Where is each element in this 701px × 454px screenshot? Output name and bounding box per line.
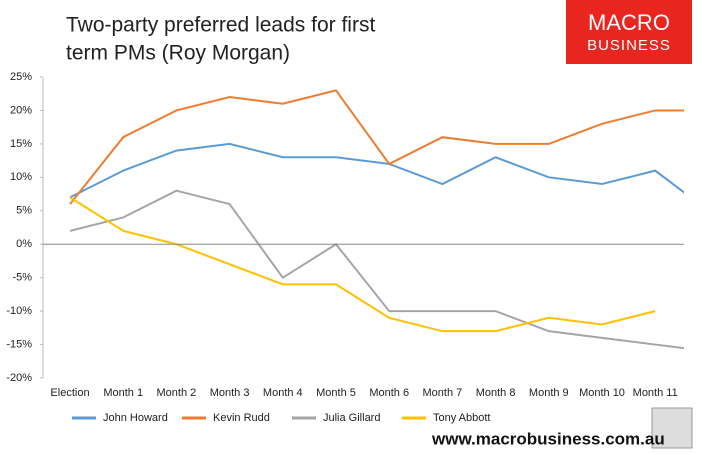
x-tick-label: Month 1 <box>103 387 143 399</box>
x-tick-label: Month 4 <box>263 387 303 399</box>
y-tick-label: 25% <box>10 71 32 83</box>
legend-label: Julia Gillard <box>323 412 380 424</box>
y-tick-label: 10% <box>10 171 32 183</box>
legend-label: John Howard <box>103 412 168 424</box>
series-line <box>69 142 684 199</box>
y-tick-label: -15% <box>6 338 32 350</box>
x-tick-label: Month 8 <box>476 387 516 399</box>
series-line <box>69 189 684 350</box>
x-tick-label: Month 9 <box>529 387 569 399</box>
chart-title: Two-party preferred leads for first <box>66 14 375 37</box>
x-tick-label: Month 2 <box>157 387 197 399</box>
legend-label: Kevin Rudd <box>213 412 270 424</box>
y-tick-label: 20% <box>10 104 32 116</box>
x-tick-label: Month 7 <box>423 387 463 399</box>
x-tick-label: Month 5 <box>316 387 356 399</box>
series-line <box>69 196 656 333</box>
x-tick-label: Month 10 <box>579 387 625 399</box>
y-tick-label: 0% <box>16 238 32 250</box>
logo-text: BUSINESS <box>587 37 671 54</box>
logo-icon <box>651 407 693 449</box>
footer: www.macrobusiness.com.au <box>431 429 665 448</box>
logo-text: MACRO <box>588 10 670 35</box>
x-tick-label: Election <box>50 387 89 399</box>
y-tick-label: -10% <box>6 305 32 317</box>
series-line <box>69 89 684 205</box>
chart-title: term PMs (Roy Morgan) <box>66 42 290 65</box>
x-tick-label: Month 11 <box>633 387 678 399</box>
plot <box>69 89 684 350</box>
y-tick-label: -5% <box>12 272 32 284</box>
legend-label: Tony Abbott <box>433 412 491 424</box>
x-tick-label: Month 3 <box>210 387 250 399</box>
logo-box <box>566 0 692 64</box>
y-tick-label: 5% <box>16 205 32 217</box>
y-tick-label: -20% <box>6 372 32 384</box>
y-tick-label: 15% <box>10 138 32 150</box>
x-tick-label: Month 6 <box>369 387 409 399</box>
